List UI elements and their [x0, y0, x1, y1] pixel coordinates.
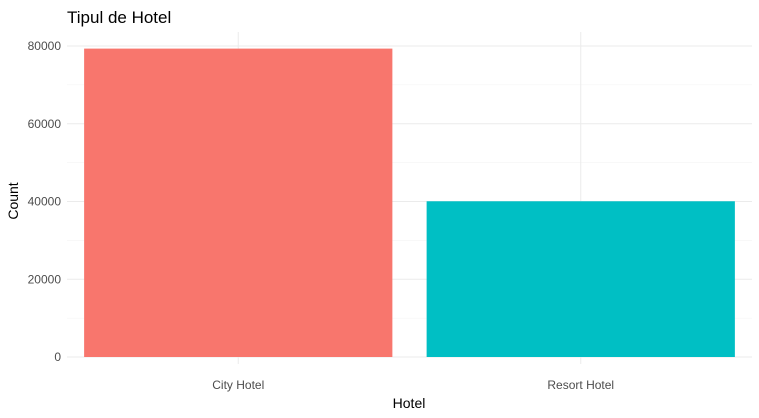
bars: [84, 48, 735, 358]
x-tick-label: City Hotel: [212, 378, 264, 392]
y-tick-label: 80000: [28, 39, 62, 53]
bar-resort-hotel: [426, 201, 735, 357]
y-axis-title: Count: [5, 182, 21, 219]
x-axis-title: Hotel: [393, 395, 426, 411]
y-tick-label: 20000: [28, 272, 62, 286]
y-tick-label: 60000: [28, 117, 62, 131]
y-tick-label: 40000: [28, 195, 62, 209]
y-axis-ticks: 0 20000 40000 60000 80000: [28, 39, 62, 364]
y-tick-label: 0: [54, 350, 61, 364]
bar-city-hotel: [84, 48, 393, 358]
chart-title: Tipul de Hotel: [67, 8, 171, 27]
x-axis-ticks: City Hotel Resort Hotel: [212, 378, 614, 392]
x-tick-label: Resort Hotel: [547, 378, 614, 392]
